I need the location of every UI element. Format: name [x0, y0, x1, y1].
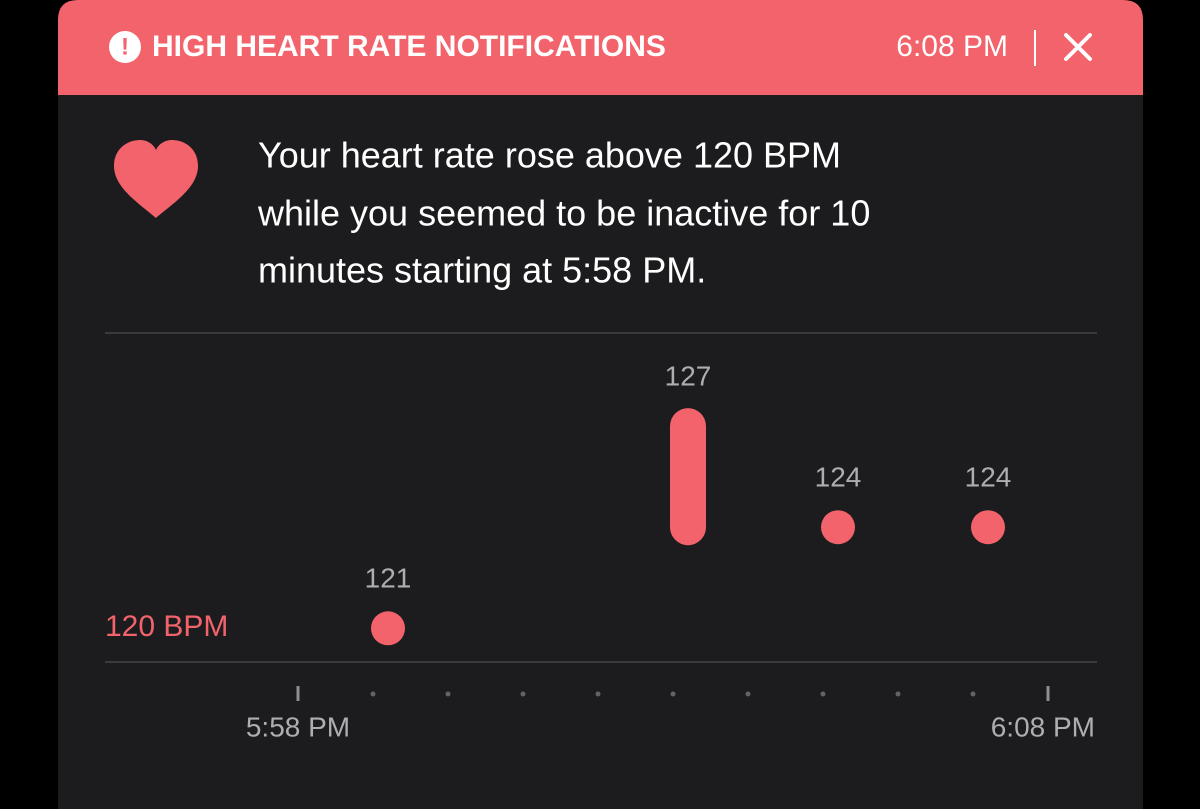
x-minor-tick	[670, 691, 676, 697]
header-time: 6:08 PM	[896, 30, 1008, 63]
x-minor-tick	[820, 691, 826, 697]
value-label: 121	[365, 563, 412, 594]
card	[58, 0, 1143, 809]
x-minor-tick	[445, 691, 451, 697]
data-point	[821, 510, 855, 545]
message-line: while you seemed to be inactive for 10	[257, 193, 870, 234]
header-title: HIGH HEART RATE NOTIFICATIONS	[152, 30, 666, 63]
value-label: 124	[815, 462, 862, 493]
value-label: 124	[965, 462, 1012, 493]
x-minor-tick	[745, 691, 751, 697]
x-minor-tick	[970, 691, 976, 697]
x-minor-tick	[895, 691, 901, 697]
message-line: minutes starting at 5:58 PM.	[258, 250, 706, 291]
data-range	[670, 408, 706, 546]
threshold-label: 120 BPM	[105, 610, 228, 643]
x-tick-label: 6:08 PM	[991, 711, 1095, 742]
header-bar	[58, 0, 1143, 95]
x-minor-tick	[595, 691, 601, 697]
x-minor-tick	[370, 691, 376, 697]
heart-icon	[114, 140, 198, 218]
x-minor-tick	[520, 691, 526, 697]
close-button[interactable]	[1064, 33, 1092, 61]
message: Your heart rate rose above 120 BPM while…	[257, 135, 870, 291]
data-point	[971, 510, 1005, 545]
alert-icon-mark: !	[121, 33, 129, 60]
message-line: Your heart rate rose above 120 BPM	[258, 135, 841, 176]
data-point	[371, 611, 405, 646]
alert-icon	[109, 31, 141, 63]
x-tick-label: 5:58 PM	[246, 711, 350, 742]
value-label: 127	[665, 360, 712, 391]
